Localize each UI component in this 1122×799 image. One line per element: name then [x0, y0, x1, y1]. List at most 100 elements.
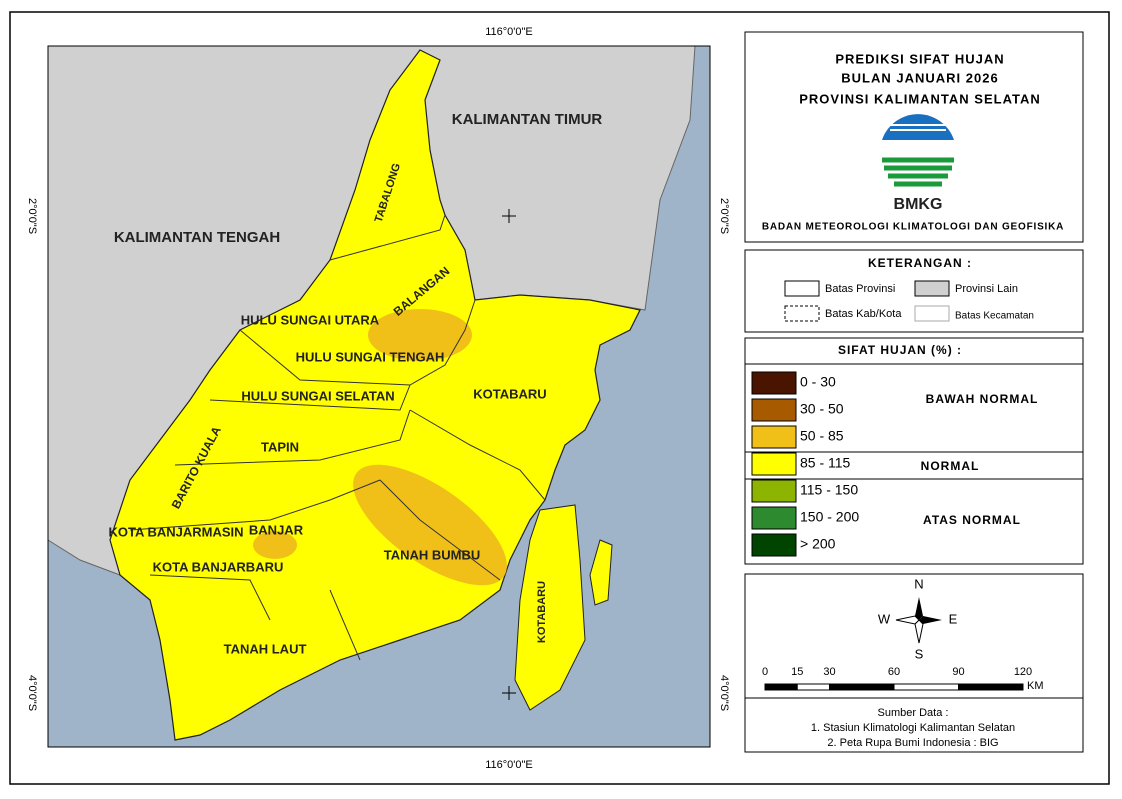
- district-label: KOTA BANJARBARU: [153, 559, 284, 574]
- district-label: TANAH BUMBU: [384, 547, 481, 562]
- province: [109, 49, 641, 741]
- patch: [353, 464, 507, 586]
- arrow: [919, 616, 942, 624]
- class-range: 150 - 200: [800, 509, 859, 525]
- border: [409, 409, 546, 501]
- scale-segment: [796, 683, 830, 691]
- lat-label: 2°0'0"S: [718, 198, 730, 234]
- border: [239, 299, 476, 386]
- class-swatch: [751, 398, 797, 422]
- swatch: [784, 305, 820, 322]
- legend-item: Batas Kecamatan: [955, 311, 1034, 322]
- compass-n: N: [914, 576, 923, 591]
- map-frame: [47, 45, 711, 748]
- district-label: KOTA BANJARMASIN: [108, 524, 243, 539]
- district-borders: [129, 214, 546, 661]
- legend-item: Provinsi Lain: [955, 283, 1018, 295]
- legend-item: Batas Kab/Kota: [825, 308, 902, 320]
- scale-label: 90: [952, 666, 964, 678]
- district-label: HULU SUNGAI UTARA: [241, 312, 380, 327]
- class-swatch: [751, 479, 797, 503]
- class-list: 0 - 30 30 - 50 50 - 85 85 - 115 115 - 150 150…: [751, 371, 859, 557]
- group-label: BAWAH NORMAL: [926, 392, 1039, 406]
- logo-stripes: [882, 157, 954, 187]
- border: [329, 589, 361, 661]
- scale-label: 15: [791, 666, 803, 678]
- scale-unit: KM: [1027, 680, 1044, 692]
- scale-segment: [764, 683, 798, 691]
- cross: [502, 209, 516, 700]
- border: [129, 479, 381, 531]
- border: [174, 409, 411, 466]
- neighbor-label: KALIMANTAN TIMUR: [452, 111, 603, 128]
- scale-segment: [893, 683, 959, 691]
- compass-e: E: [949, 611, 958, 626]
- source-title: Sumber Data :: [878, 707, 949, 719]
- lat-label: 4°0'0"S: [26, 675, 38, 711]
- logo-text: BMKG: [894, 196, 943, 213]
- legend-item: Batas Provinsi: [825, 283, 895, 295]
- district-label: KOTABARU: [473, 386, 546, 401]
- keterangan-title: KETERANGAN :: [868, 256, 972, 270]
- class-swatch: [751, 506, 797, 530]
- map: [47, 45, 711, 748]
- class-title: SIFAT HUJAN (%) :: [838, 343, 962, 357]
- district-label: BANJAR: [249, 522, 304, 537]
- class-swatch: [751, 452, 797, 476]
- border: [329, 214, 446, 261]
- scale-bar: 0 15 30 60 90 120 KM: [762, 666, 1044, 692]
- swatch: [914, 280, 950, 297]
- border: [209, 384, 411, 411]
- class-swatch: [751, 371, 797, 395]
- scale-segment: [829, 683, 895, 691]
- class-range: 115 - 150: [800, 482, 858, 498]
- lon-label: 116°0'0"E: [485, 26, 533, 38]
- district-label: HULU SUNGAI TENGAH: [296, 349, 445, 364]
- class-range: 0 - 30: [800, 374, 836, 390]
- arrow: [915, 597, 923, 620]
- patch: [253, 531, 297, 559]
- logo-lines: [886, 124, 950, 131]
- island: [589, 539, 613, 606]
- class-range: > 200: [800, 536, 836, 552]
- class-box: [744, 337, 1084, 565]
- group-label: ATAS NORMAL: [923, 513, 1021, 527]
- district-label: TANAH LAUT: [224, 641, 307, 656]
- border: [379, 479, 501, 581]
- neighbor-label: KALIMANTAN TENGAH: [114, 229, 280, 246]
- class-range: 50 - 85: [800, 428, 844, 444]
- compass-rose: [895, 597, 942, 644]
- district-label: HULU SUNGAI SELATAN: [241, 388, 394, 403]
- title-line: BULAN JANUARI 2026: [841, 70, 998, 85]
- scale-label: 60: [888, 666, 900, 678]
- group-label: NORMAL: [921, 459, 980, 473]
- scale-label: 30: [823, 666, 835, 678]
- logo: [880, 114, 956, 193]
- class-range: 30 - 50: [800, 401, 844, 417]
- scale-label: 0: [762, 666, 768, 678]
- lon-label: 116°0'0"E: [485, 759, 533, 771]
- district-label: TAPIN: [261, 439, 299, 454]
- swatch: [784, 280, 820, 297]
- lat-label: 2°0'0"S: [26, 198, 38, 234]
- scale-label: 120: [1014, 666, 1032, 678]
- title-line: PROVINSI KALIMANTAN SELATAN: [799, 91, 1041, 106]
- class-swatch: [751, 425, 797, 449]
- compass-box: [744, 573, 1084, 753]
- lat-label: 4°0'0"S: [718, 675, 730, 711]
- logo-top: [882, 114, 954, 140]
- district-label: KOTABARU: [536, 581, 548, 643]
- island: [514, 504, 586, 711]
- swatch: [914, 305, 950, 322]
- class-range: 85 - 115: [800, 455, 851, 471]
- agency: BADAN METEOROLOGI KLIMATOLOGI DAN GEOFIS…: [762, 222, 1064, 233]
- graticule-crosses: [502, 209, 516, 700]
- source-item: 1. Stasiun Klimatologi Kalimantan Selata…: [811, 722, 1015, 734]
- compass-w: W: [878, 611, 891, 626]
- compass-s: S: [915, 646, 924, 661]
- patch: [368, 309, 472, 361]
- title-line: PREDIKSI SIFAT HUJAN: [835, 51, 1004, 66]
- source-item: 2. Peta Rupa Bumi Indonesia : BIG: [827, 737, 998, 749]
- scale-segment: [958, 683, 1024, 691]
